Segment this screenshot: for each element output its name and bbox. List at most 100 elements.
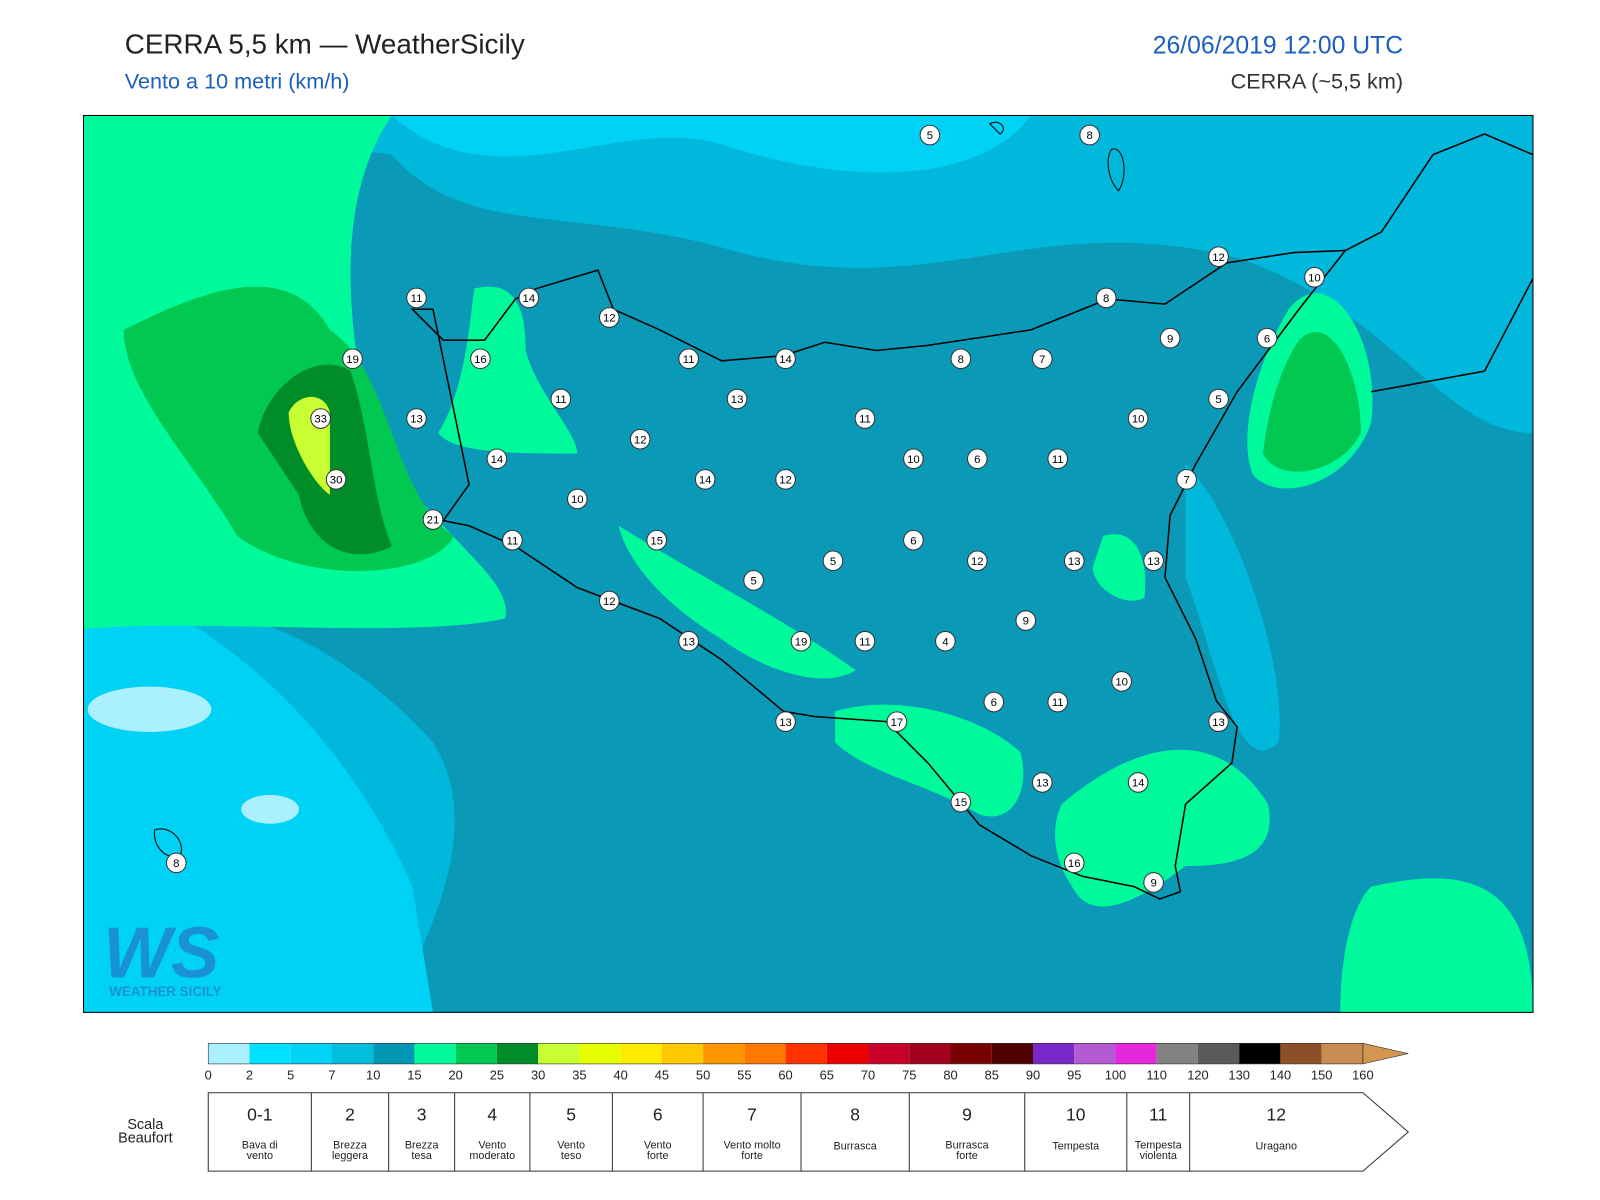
station-marker bbox=[550, 388, 572, 410]
colorbar-segment bbox=[1156, 1043, 1198, 1064]
logo-text: WEATHER SICILY bbox=[109, 984, 221, 999]
station-value: 12 bbox=[634, 434, 647, 446]
wind-area bbox=[1055, 749, 1270, 907]
model: CERRA (~5,5 km) bbox=[1231, 69, 1403, 94]
station-value: 10 bbox=[1308, 272, 1321, 284]
colorbar-tick-label: 40 bbox=[613, 1067, 627, 1082]
colorbar-tick-label: 65 bbox=[820, 1067, 834, 1082]
colorbar-segment bbox=[249, 1043, 291, 1064]
station-value: 13 bbox=[1068, 556, 1081, 568]
station-marker bbox=[950, 791, 972, 813]
colorbar-segment bbox=[909, 1043, 951, 1064]
station-value: 9 bbox=[1167, 333, 1173, 345]
colorbar-tick-label: 85 bbox=[985, 1067, 999, 1082]
station-value: 16 bbox=[1068, 858, 1081, 870]
station-marker bbox=[1047, 448, 1069, 470]
beaufort-name: Vento molto forte bbox=[724, 1139, 781, 1161]
wind-area bbox=[87, 686, 212, 732]
station-marker bbox=[646, 529, 668, 551]
station-marker bbox=[967, 550, 988, 572]
colorbar-segment bbox=[538, 1043, 580, 1064]
colorbar-segment bbox=[991, 1043, 1033, 1064]
station-marker bbox=[775, 711, 796, 732]
station-value: 15 bbox=[955, 797, 968, 809]
beaufort-force: 11 bbox=[1149, 1105, 1167, 1125]
beaufort-name: Vento forte bbox=[644, 1139, 672, 1161]
beaufort-name: Tempesta bbox=[1052, 1140, 1100, 1152]
beaufort-name: Brezza leggera bbox=[332, 1139, 369, 1161]
colorbar-tick-label: 100 bbox=[1105, 1067, 1126, 1082]
station-marker bbox=[1304, 267, 1325, 288]
beaufort-force: 7 bbox=[747, 1105, 757, 1125]
colorbar-segment bbox=[661, 1043, 704, 1064]
station-marker bbox=[775, 469, 796, 490]
beaufort-name: Tempesta violenta bbox=[1135, 1139, 1183, 1161]
map bbox=[83, 115, 1533, 1013]
beaufort-name: Burrasca bbox=[834, 1140, 878, 1152]
colorbar-segment bbox=[620, 1043, 662, 1064]
station-value: 7 bbox=[1039, 354, 1045, 366]
station-marker bbox=[694, 469, 716, 490]
station-marker bbox=[598, 590, 620, 612]
colorbar-segment bbox=[868, 1043, 910, 1064]
station-marker bbox=[790, 630, 812, 652]
beaufort-name: Vento moderato bbox=[469, 1139, 515, 1161]
station-value: 11 bbox=[411, 293, 423, 305]
station-value: 10 bbox=[1115, 677, 1128, 689]
station-value: 11 bbox=[859, 414, 871, 426]
beaufort-name: Burrasca forte bbox=[945, 1139, 989, 1161]
colorbar-tick-label: 15 bbox=[407, 1067, 421, 1082]
colorbar-segment bbox=[496, 1043, 539, 1064]
colorbar-segment bbox=[950, 1043, 992, 1064]
colorbar-tick-label: 20 bbox=[449, 1067, 463, 1082]
station-value: 13 bbox=[731, 394, 744, 406]
station-value: 10 bbox=[907, 454, 920, 466]
beaufort-force: 10 bbox=[1066, 1105, 1086, 1125]
station-marker bbox=[1208, 711, 1229, 732]
station-marker bbox=[886, 711, 908, 732]
station-value: 8 bbox=[173, 858, 179, 870]
station-value: 8 bbox=[958, 354, 964, 366]
station-marker bbox=[486, 448, 508, 470]
station-marker bbox=[325, 469, 347, 490]
station-marker bbox=[903, 448, 924, 470]
colorbar-tick-label: 10 bbox=[366, 1067, 380, 1082]
beaufort-name: Brezza tesa bbox=[405, 1139, 440, 1161]
colorbar-tick-label: 140 bbox=[1270, 1067, 1291, 1082]
colorbar-segment bbox=[1280, 1043, 1322, 1064]
beaufort-name: Vento teso bbox=[557, 1139, 585, 1161]
map-frame bbox=[82, 114, 1534, 1013]
title: CERRA 5,5 km — WeatherSicily bbox=[125, 29, 525, 60]
station-marker bbox=[342, 348, 363, 370]
colorbar-segment bbox=[1239, 1043, 1281, 1064]
colorbar-tick-label: 5 bbox=[287, 1067, 294, 1082]
colorbar-segment bbox=[331, 1043, 374, 1064]
beaufort-label: Scala Beaufort bbox=[118, 1117, 173, 1146]
beaufort-scale: Scala Beaufort 0-1 Bava di vento 2 Brezza legge… bbox=[118, 1092, 1410, 1172]
station-value: 11 bbox=[506, 535, 518, 547]
station-marker bbox=[1015, 610, 1037, 631]
beaufort-force: 4 bbox=[487, 1105, 497, 1125]
station-value: 12 bbox=[603, 313, 616, 325]
beaufort-force: 5 bbox=[566, 1105, 576, 1125]
station-value: 13 bbox=[410, 414, 423, 426]
station-marker bbox=[919, 124, 941, 146]
wind-area bbox=[83, 577, 433, 1013]
beaufort-frame bbox=[207, 1092, 1410, 1172]
station-marker bbox=[983, 691, 1005, 713]
station-value: 11 bbox=[1052, 454, 1064, 466]
beaufort-force: 12 bbox=[1267, 1105, 1286, 1125]
beaufort-name: Bava di vento bbox=[242, 1139, 278, 1161]
station-value: 12 bbox=[971, 556, 984, 568]
station-value: 4 bbox=[942, 636, 948, 648]
wind-area bbox=[1262, 331, 1361, 472]
colorbar-segment bbox=[414, 1043, 456, 1064]
colorbar-segment bbox=[1032, 1043, 1075, 1064]
station-value: 5 bbox=[1215, 394, 1221, 406]
station-marker bbox=[502, 529, 523, 551]
station-value: 19 bbox=[795, 636, 808, 648]
station-value: 17 bbox=[891, 717, 904, 729]
station-value: 13 bbox=[779, 717, 792, 729]
station-value: 13 bbox=[1147, 556, 1160, 568]
